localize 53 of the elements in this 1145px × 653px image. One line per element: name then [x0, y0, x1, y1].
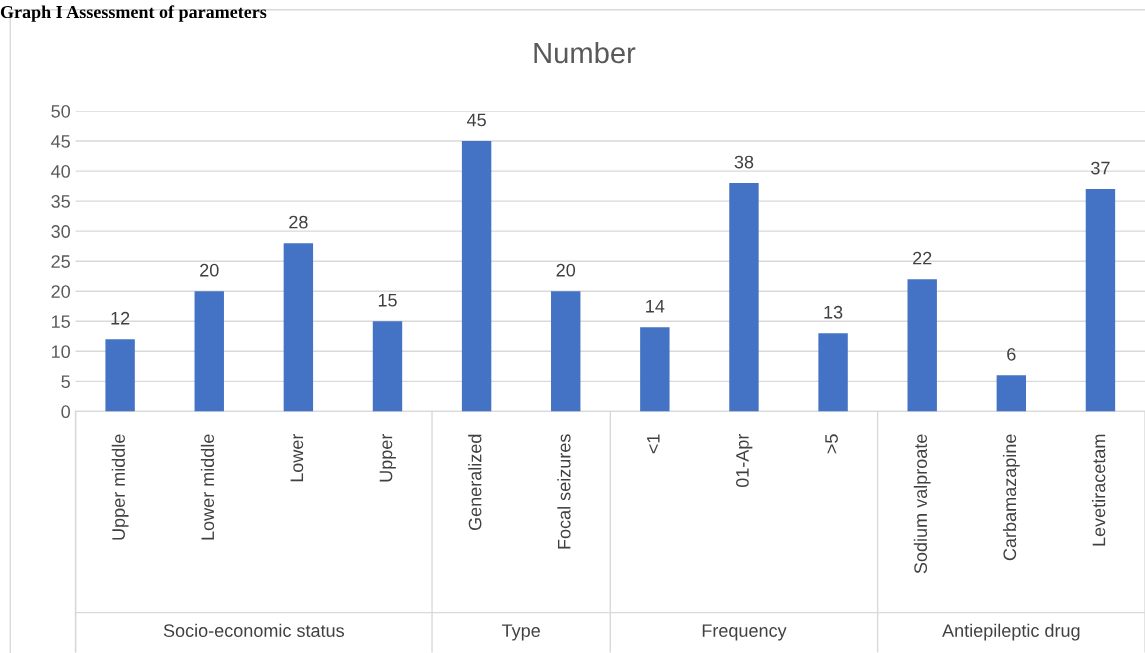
x-tick-label: Upper [379, 433, 396, 482]
text: Type [502, 624, 540, 641]
text: Frequency [702, 624, 787, 641]
y-tick-label: 5 [61, 375, 70, 389]
text: Graph I Assessment of parameters [0, 5, 267, 22]
bar [461, 141, 492, 412]
data-label: 20 [556, 263, 576, 277]
text: Antiepileptic drug [942, 623, 1080, 641]
x-tick-label: Sodium valproate [913, 434, 931, 574]
y-tick-label: 15 [52, 315, 70, 328]
bar [640, 327, 670, 412]
bar [1085, 189, 1116, 412]
bar [907, 279, 937, 412]
bar [372, 321, 403, 412]
data-label: 6 [1007, 347, 1016, 361]
y-tick-label: 0 [61, 405, 70, 419]
data-label: 38 [734, 155, 754, 169]
y-tick-label: 30 [51, 225, 70, 238]
x-tick-label: Carbamazapine [1002, 434, 1020, 561]
x-tick-label: Upper middle [111, 434, 129, 540]
x-tick-label: Generalized [468, 434, 482, 531]
x-tick-label: >5 [825, 434, 838, 454]
data-label: 12 [111, 311, 130, 325]
text: Socio-economic status [163, 623, 344, 638]
y-tick-label: 50 [51, 104, 70, 118]
data-label: 28 [289, 215, 308, 229]
bar [194, 291, 224, 412]
data-label: 37 [1091, 161, 1110, 175]
data-label: 20 [200, 263, 219, 277]
bar [818, 333, 848, 412]
bar [996, 375, 1027, 412]
data-label: 22 [913, 251, 932, 265]
bar [729, 183, 759, 412]
x-tick-label: Lower [290, 433, 304, 482]
data-label: 45 [466, 113, 486, 127]
x-tick-label: 01-Apr [736, 433, 753, 488]
bar [551, 291, 581, 412]
data-label: 15 [378, 294, 397, 307]
data-label: 13 [824, 305, 843, 319]
x-tick-label: Levetiracetam [1092, 434, 1106, 546]
y-tick-label: 45 [51, 135, 70, 148]
data-label: 14 [646, 300, 665, 313]
x-tick-label: Focal seizures [557, 434, 571, 549]
x-tick-label: <1 [647, 434, 660, 454]
chart-title: Number [534, 41, 636, 64]
bar [105, 339, 135, 412]
y-tick-label: 20 [51, 285, 70, 298]
y-tick-label: 40 [51, 165, 70, 178]
bar [283, 243, 314, 412]
y-tick-label: 10 [52, 345, 70, 359]
x-tick-label: Lower middle [200, 434, 215, 540]
y-tick-label: 25 [51, 255, 70, 268]
y-tick-label: 35 [51, 195, 70, 208]
